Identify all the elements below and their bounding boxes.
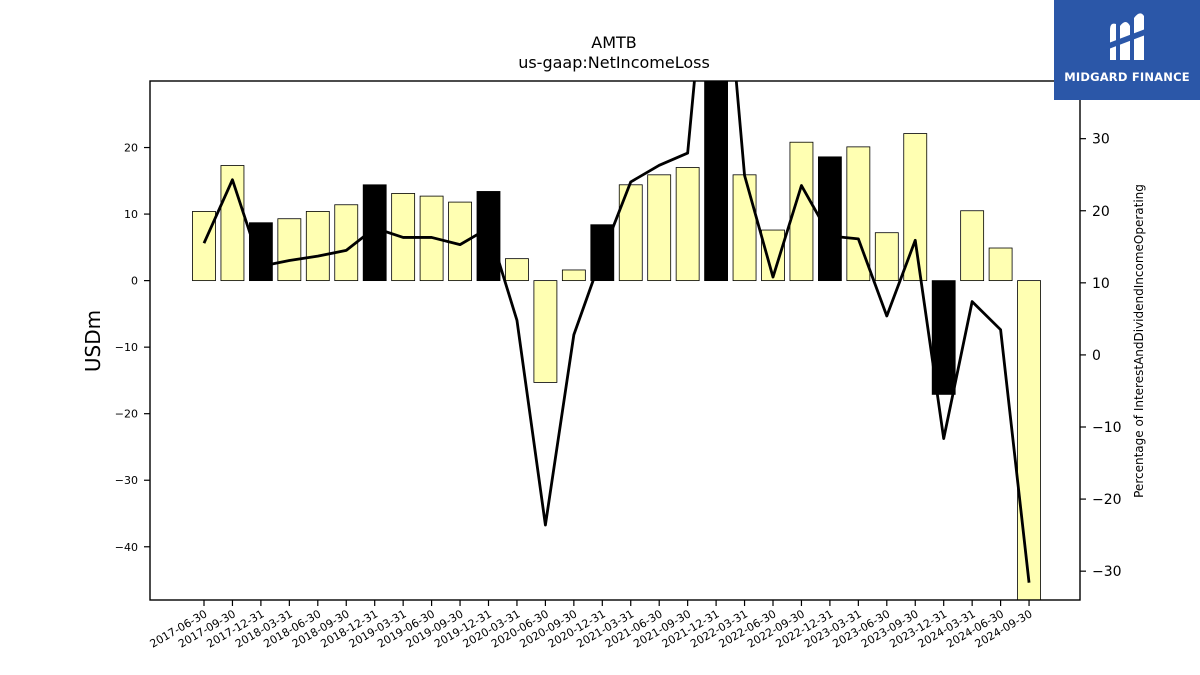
y-tick-label: 20 — [124, 142, 138, 155]
y-tick-label: −20 — [115, 408, 138, 421]
logo: MIDGARD FINANCE — [1054, 0, 1200, 100]
midgard-logo-icon — [1106, 13, 1148, 61]
bar-2023-09-30 — [903, 133, 928, 282]
bar-2017-06-30 — [192, 211, 216, 282]
line-series — [202, 81, 1031, 583]
bar-2024-09-30 — [1017, 280, 1041, 600]
bar-2021-12-31 — [704, 81, 728, 282]
y2-tick-label: −20 — [1092, 492, 1122, 508]
axes: −40−30−20−1001020−30−20−1001020302017-06… — [115, 80, 1122, 651]
y-tick-label: 0 — [131, 275, 138, 288]
bar-2024-06-30 — [988, 247, 1013, 282]
y-axis-label: USDm — [81, 310, 105, 372]
y2-tick-label: 10 — [1092, 276, 1110, 292]
chart-title: AMTB — [591, 33, 637, 52]
y2-tick-label: 30 — [1092, 132, 1110, 148]
chart-subtitle: us-gaap:NetIncomeLoss — [518, 53, 710, 72]
bar-2020-06-30 — [533, 280, 558, 383]
bar-2022-03-31 — [732, 174, 757, 282]
y-tick-label: −40 — [115, 541, 138, 554]
y2-axis-label: Percentage of InterestAndDividendIncomeO… — [1132, 184, 1146, 498]
bar-2019-12-31 — [476, 191, 501, 282]
bar-2020-09-30 — [561, 269, 586, 282]
bar-2022-06-30 — [761, 229, 785, 282]
bar-2018-06-30 — [305, 211, 330, 282]
bar-2017-12-31 — [248, 222, 273, 282]
y2-tick-label: 20 — [1092, 204, 1110, 220]
y-tick-label: −10 — [115, 341, 138, 354]
bar-2023-06-30 — [874, 232, 899, 282]
bar-2018-03-31 — [277, 218, 302, 282]
y2-tick-label: −10 — [1092, 420, 1122, 436]
plot-frame — [149, 80, 1081, 601]
bar-2021-09-30 — [675, 167, 700, 282]
bar-2021-06-30 — [647, 174, 672, 282]
bar-2023-12-31 — [931, 280, 956, 395]
bar-2024-03-31 — [960, 210, 985, 282]
y2-tick-label: 0 — [1092, 348, 1101, 364]
bar-2023-03-31 — [846, 146, 871, 282]
y2-tick-label: −30 — [1092, 564, 1122, 580]
bar-series — [192, 81, 1041, 600]
y-tick-label: 10 — [124, 208, 138, 221]
bar-2022-12-31 — [818, 156, 842, 282]
y-tick-label: −30 — [115, 474, 138, 487]
bar-2020-03-31 — [505, 258, 529, 282]
bar-2022-09-30 — [789, 141, 814, 282]
logo-text: MIDGARD FINANCE — [1064, 70, 1190, 84]
pct-line — [202, 81, 1031, 583]
